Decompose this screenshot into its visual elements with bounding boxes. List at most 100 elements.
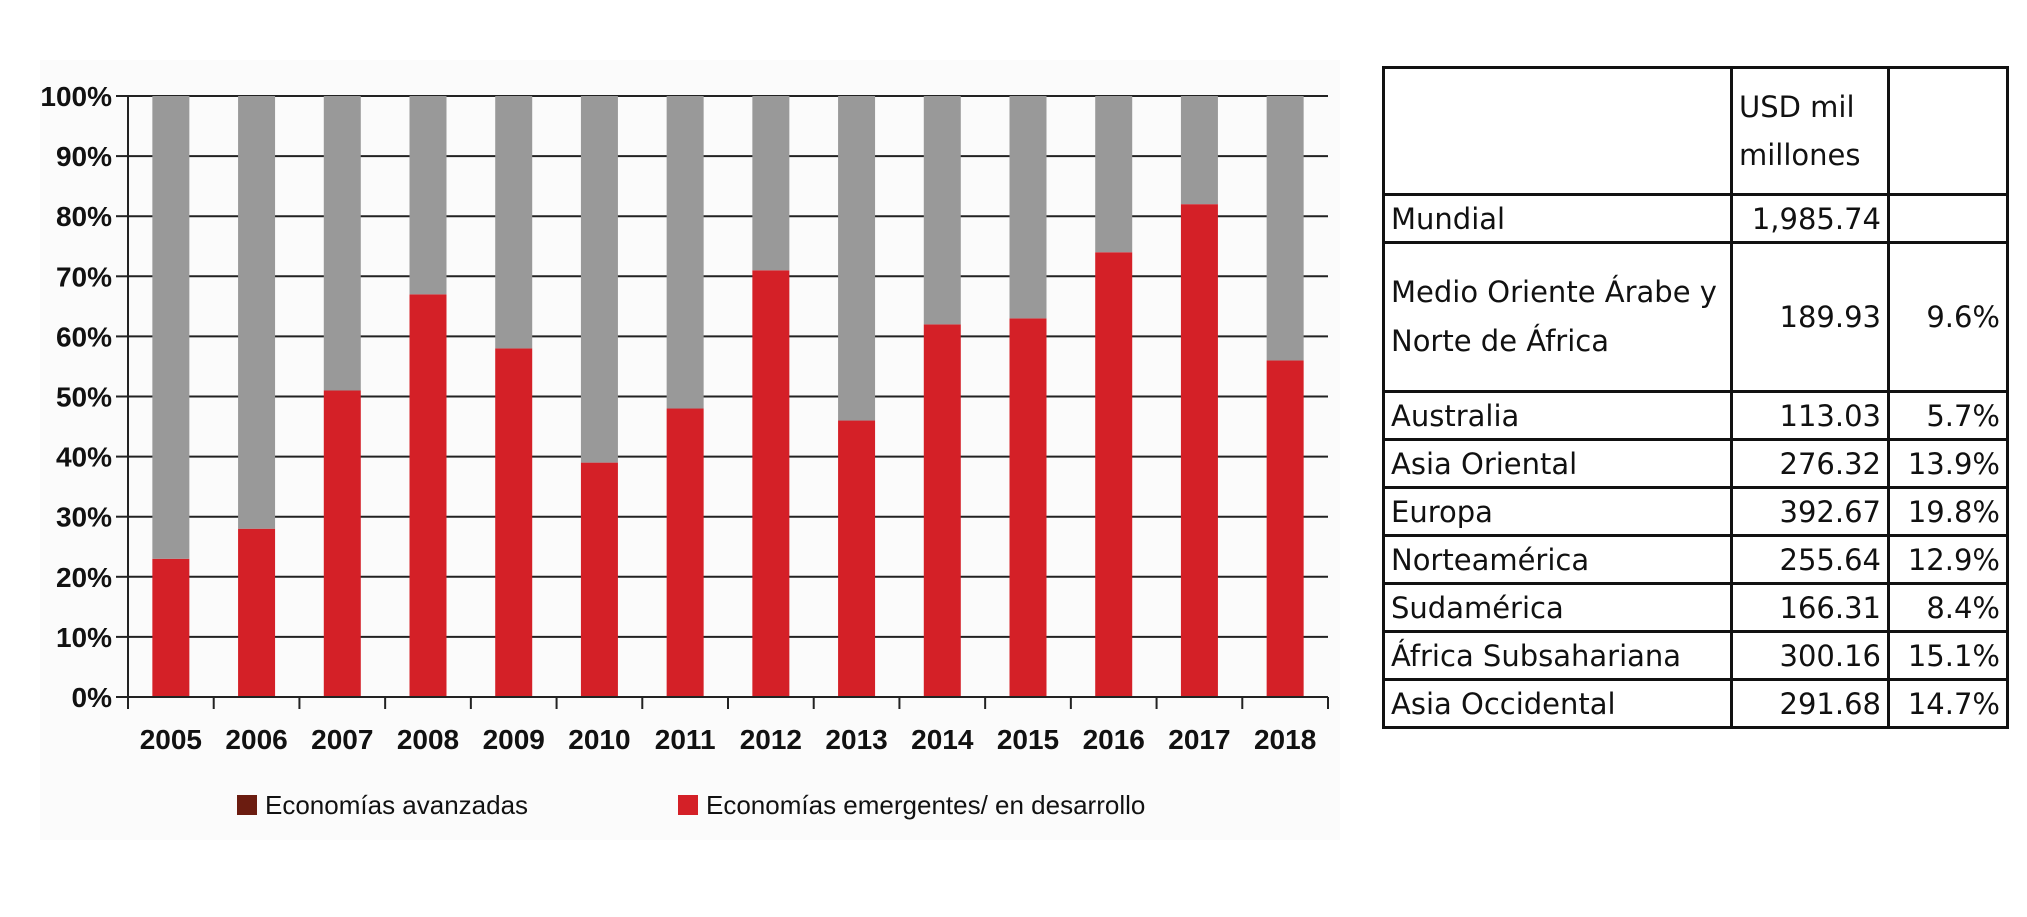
cell-pct [1887,193,2009,244]
bar-advanced-2007 [323,96,361,391]
bar-emerging-2018 [1266,360,1304,697]
bar-emerging-2010 [580,462,618,697]
cell-pct: 9.6% [1887,241,2009,393]
bar-advanced-2010 [580,96,618,463]
bar-emerging-2014 [923,324,961,697]
gridlines [128,95,1328,638]
table-row: Asia Oriental 276.32 13.9% [1382,438,2009,489]
cell-pct: 14.7% [1887,678,2009,729]
cell-pct: 12.9% [1887,534,2009,585]
table-row: Asia Occidental 291.68 14.7% [1382,678,2009,729]
x-tick-label: 2018 [1254,724,1316,755]
bar-emerging-2006 [238,528,276,697]
y-tick-label: 90% [56,141,112,172]
bar-advanced-2006 [238,96,276,529]
cell-value: 166.31 [1730,582,1890,633]
legend: Economías avanzadas Economías emergentes/… [237,790,1145,820]
bar-advanced-2014 [923,96,961,325]
y-tick-label: 60% [56,321,112,352]
bar-advanced-2018 [1266,96,1304,361]
bar-emerging-2009 [495,348,533,697]
bar-advanced-2017 [1180,96,1218,205]
cell-label: Europa [1382,486,1733,537]
legend-swatch [237,795,257,815]
y-tick-label: 10% [56,622,112,653]
legend-label: Economías emergentes/ en desarrollo [706,790,1145,820]
bar-advanced-2005 [152,96,190,559]
y-tick-label: 0% [72,682,113,713]
x-tick-label: 2008 [397,724,459,755]
cell-label: África Subsahariana [1382,630,1733,681]
table-row: África Subsahariana 300.16 15.1% [1382,630,2009,681]
y-tick-label: 50% [56,382,112,413]
bar-advanced-2011 [666,96,704,409]
bar-advanced-2008 [409,96,447,295]
cell-value: 1,985.74 [1730,193,1890,244]
cell-pct: 8.4% [1887,582,2009,633]
x-tick-label: 2009 [483,724,545,755]
cell-label: Sudamérica [1382,582,1733,633]
cell-value: 113.03 [1730,390,1890,441]
x-tick-label: 2015 [997,724,1059,755]
table-row: Mundial 1,985.74 [1382,193,2009,244]
cell-pct [1887,66,2009,196]
cell-value: USD mil millones [1730,66,1890,196]
chart-panel: 0% 10% 20% 30% 40% 50% 60% 70% 80% 90% 100% 2005 200… [40,60,1340,840]
table-row: Norteamérica 255.64 12.9% [1382,534,2009,585]
bar-advanced-2013 [838,96,876,421]
legend-swatch [678,795,698,815]
bar-advanced-2015 [1009,96,1047,319]
y-tick-label: 80% [56,201,112,232]
y-tick-label: 70% [56,261,112,292]
bar-emerging-2015 [1009,318,1047,697]
cell-value: 392.67 [1730,486,1890,537]
cell-label: Mundial [1382,193,1733,244]
cell-value: 291.68 [1730,678,1890,729]
bar-advanced-2009 [495,96,533,349]
x-tick-label: 2017 [1168,724,1230,755]
cell-value: 276.32 [1730,438,1890,489]
cell-pct: 13.9% [1887,438,2009,489]
x-tick-label: 2007 [311,724,373,755]
cell-label [1382,66,1733,196]
cell-value: 255.64 [1730,534,1890,585]
bar-emerging-2016 [1095,252,1133,697]
x-tick-label: 2010 [568,724,630,755]
table-row: USD mil millones [1382,66,2009,196]
cell-pct: 19.8% [1887,486,2009,537]
bar-advanced-2012 [752,96,790,271]
table-row: Medio Oriente Árabe y Norte de África 189… [1382,241,2009,393]
y-tick-label: 30% [56,502,112,533]
bar-emerging-2008 [409,294,447,697]
bars [152,96,1304,697]
cell-pct: 15.1% [1887,630,2009,681]
y-tick-label: 20% [56,562,112,593]
x-tick-label: 2014 [911,724,974,755]
x-tick-label: 2005 [140,724,202,755]
y-tick-label: 100% [40,81,112,112]
x-tick-label: 2011 [655,724,716,755]
bar-emerging-2011 [666,408,704,697]
bar-emerging-2013 [838,420,876,697]
axes: 0% 10% 20% 30% 40% 50% 60% 70% 80% 90% 100% 2005 200… [40,81,1329,755]
cell-label: Asia Occidental [1382,678,1733,729]
cell-value: 189.93 [1730,241,1890,393]
data-table: USD mil millones Mundial 1,985.74 Medio Ori… [1382,66,2009,729]
cell-label: Asia Oriental [1382,438,1733,489]
cell-value: 300.16 [1730,630,1890,681]
bar-emerging-2012 [752,270,790,697]
cell-label: Medio Oriente Árabe y Norte de África [1382,241,1733,393]
x-tick-label: 2006 [225,724,287,755]
bar-emerging-2007 [323,390,361,697]
cell-label: Australia [1382,390,1733,441]
y-tick-label: 40% [56,442,112,473]
cell-pct: 5.7% [1887,390,2009,441]
bar-emerging-2005 [152,558,190,697]
table-row: Europa 392.67 19.8% [1382,486,2009,537]
bar-advanced-2016 [1095,96,1133,253]
legend-label: Economías avanzadas [265,790,528,820]
bar-emerging-2017 [1180,204,1218,697]
stacked-bar-chart: 0% 10% 20% 30% 40% 50% 60% 70% 80% 90% 100% 2005 200… [40,81,1329,820]
table-row: Australia 113.03 5.7% [1382,390,2009,441]
table-row: Sudamérica 166.31 8.4% [1382,582,2009,633]
